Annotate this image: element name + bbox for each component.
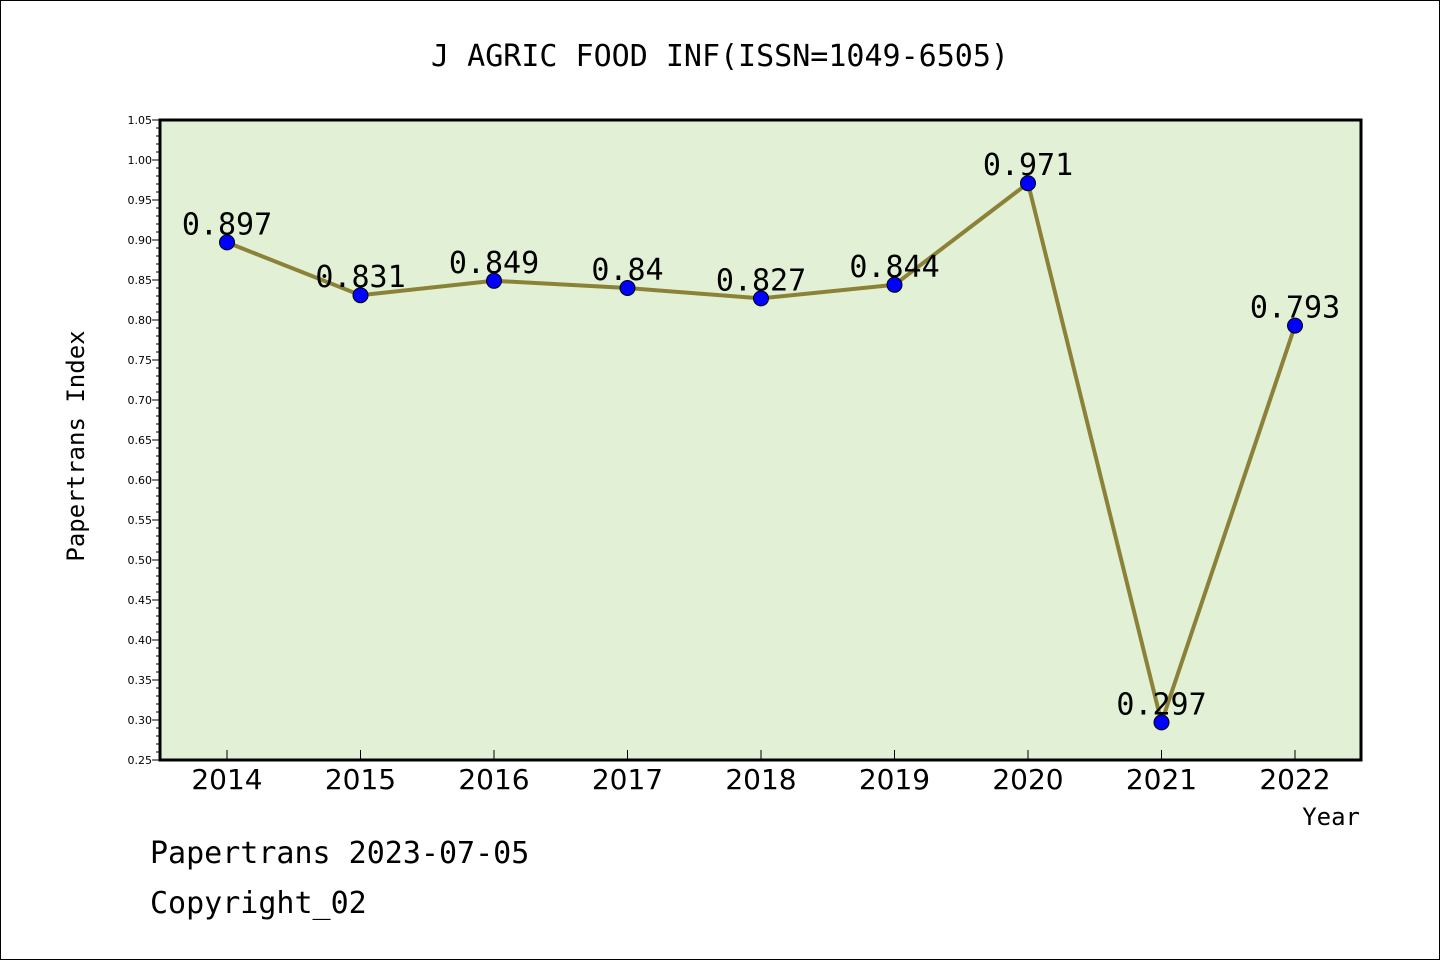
y-tick-label: 0.70 (128, 394, 153, 407)
data-label: 0.849 (449, 246, 539, 281)
data-point (1020, 175, 1036, 192)
data-point (219, 234, 235, 251)
y-tick-label: 0.90 (128, 234, 153, 247)
y-tick-label: 0.65 (128, 434, 153, 447)
y-tick-label: 0.25 (128, 754, 153, 767)
y-tick-label: 1.05 (128, 114, 153, 127)
plot-border (158, 118, 1363, 762)
data-label: 0.793 (1250, 291, 1340, 326)
x-tick-label: 2020 (992, 763, 1063, 796)
x-axis-label: Year (1302, 803, 1360, 831)
data-point (1287, 317, 1303, 334)
data-label: 0.831 (315, 260, 405, 295)
y-tick-label: 1.00 (128, 154, 153, 167)
y-tick-label: 0.60 (128, 474, 153, 487)
x-tick-label: 2019 (859, 763, 930, 796)
y-tick-label: 0.80 (128, 314, 153, 327)
x-tick-label: 2016 (458, 763, 529, 796)
y-tick-label: 0.40 (128, 634, 153, 647)
data-label: 0.84 (591, 253, 663, 288)
data-label: 0.827 (716, 263, 806, 298)
y-tick-label: 0.85 (128, 274, 153, 287)
data-point (352, 287, 369, 304)
x-tick-label: 2014 (191, 763, 262, 796)
footer-copyright: Copyright_02 (150, 886, 367, 921)
y-tick-label: 0.30 (128, 714, 153, 727)
data-point (753, 290, 769, 307)
data-points (219, 175, 1303, 731)
x-tick-label: 2017 (592, 763, 663, 796)
y-tick-label: 0.45 (128, 594, 153, 607)
y-tick-label: 0.95 (128, 194, 153, 207)
x-axis: 2014 2015 2016 2017 2018 2019 2020 2021 2022 (191, 750, 1331, 796)
data-label: 0.844 (849, 250, 939, 285)
chart-title: J AGRIC FOOD INF(ISSN=1049-6505) (431, 39, 1009, 74)
data-label: 0.971 (983, 148, 1073, 183)
x-tick-label: 2018 (725, 763, 796, 796)
plot-area (160, 120, 1361, 760)
data-point (486, 272, 502, 289)
x-tick-label: 2021 (1126, 763, 1197, 796)
y-tick-label: 0.35 (128, 674, 153, 687)
data-label: 0.297 (1116, 687, 1206, 722)
y-axis: 0.25 0.30 0.35 0.40 0.45 0.50 0.55 0.60 0.65 0.70… (128, 114, 160, 767)
data-point (1153, 714, 1170, 731)
y-tick-label: 0.75 (128, 354, 153, 367)
y-tick-label: 0.55 (128, 514, 153, 527)
data-labels: 0.897 0.831 0.849 0.84 0.827 0.844 0.971 0.297 0… (182, 148, 1340, 722)
y-axis-label: Papertrans Index (62, 330, 90, 561)
x-tick-label: 2015 (325, 763, 396, 796)
data-point (619, 280, 636, 296)
data-point (886, 276, 903, 293)
x-tick-label: 2022 (1259, 763, 1330, 796)
y-tick-label: 0.50 (128, 554, 153, 567)
data-label: 0.897 (182, 207, 272, 242)
footer-date: Papertrans 2023-07-05 (150, 836, 530, 871)
